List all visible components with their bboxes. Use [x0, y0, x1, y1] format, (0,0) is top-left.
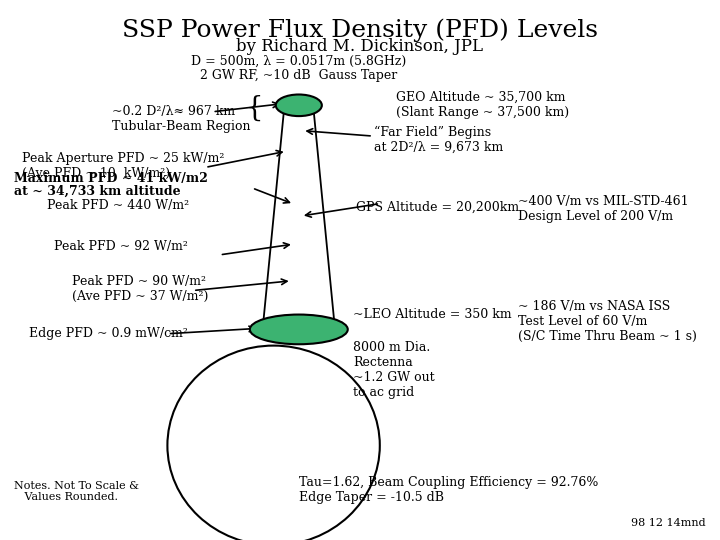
Text: {: {: [246, 94, 263, 122]
Text: Edge PFD ~ 0.9 mW/cm²: Edge PFD ~ 0.9 mW/cm²: [29, 327, 188, 340]
Text: ~LEO Altitude = 350 km: ~LEO Altitude = 350 km: [353, 308, 511, 321]
Text: 8000 m Dia.
Rectenna
~1.2 GW out
to ac grid: 8000 m Dia. Rectenna ~1.2 GW out to ac g…: [353, 341, 434, 399]
Text: Notes. Not To Scale &
   Values Rounded.: Notes. Not To Scale & Values Rounded.: [14, 481, 140, 502]
Text: GPS Altitude = 20,200km: GPS Altitude = 20,200km: [356, 201, 520, 214]
Text: GEO Altitude ~ 35,700 km
(Slant Range ~ 37,500 km): GEO Altitude ~ 35,700 km (Slant Range ~ …: [396, 91, 569, 119]
Text: 98 12 14mnd: 98 12 14mnd: [631, 518, 706, 528]
Text: 2 GW RF, ~10 dB  Gauss Taper: 2 GW RF, ~10 dB Gauss Taper: [200, 69, 397, 82]
Text: Peak PFD ~ 92 W/m²: Peak PFD ~ 92 W/m²: [54, 240, 188, 253]
Text: ~400 V/m vs MIL-STD-461
Design Level of 200 V/m: ~400 V/m vs MIL-STD-461 Design Level of …: [518, 195, 689, 224]
Text: D = 500m, λ = 0.0517m (5.8GHz): D = 500m, λ = 0.0517m (5.8GHz): [192, 55, 406, 68]
Text: ~0.2 D²/λ≈ 967 km
Tubular-Beam Region: ~0.2 D²/λ≈ 967 km Tubular-Beam Region: [112, 105, 250, 133]
Text: at ~ 34,733 km altitude: at ~ 34,733 km altitude: [14, 185, 181, 198]
Ellipse shape: [250, 314, 348, 345]
Text: SSP Power Flux Density (PFD) Levels: SSP Power Flux Density (PFD) Levels: [122, 19, 598, 43]
Text: “Far Field” Begins
at 2D²/λ = 9,673 km: “Far Field” Begins at 2D²/λ = 9,673 km: [374, 125, 504, 153]
Ellipse shape: [276, 94, 322, 116]
Text: Peak PFD ~ 90 W/m²
(Ave PFD ~ 37 W/m²): Peak PFD ~ 90 W/m² (Ave PFD ~ 37 W/m²): [72, 275, 208, 303]
Text: ~ 186 V/m vs NASA ISS
Test Level of 60 V/m
(S/C Time Thru Beam ~ 1 s): ~ 186 V/m vs NASA ISS Test Level of 60 V…: [518, 300, 697, 343]
Text: Peak Aperture PFD ~ 25 kW/m²
(Ave PFD ~ 10  kW/m²): Peak Aperture PFD ~ 25 kW/m² (Ave PFD ~ …: [22, 152, 224, 180]
Text: Peak PFD ~ 440 W/m²: Peak PFD ~ 440 W/m²: [47, 199, 189, 212]
Text: Tau=1.62, Beam Coupling Efficiency = 92.76%
Edge Taper = -10.5 dB: Tau=1.62, Beam Coupling Efficiency = 92.…: [299, 476, 598, 504]
Text: by Richard M. Dickinson, JPL: by Richard M. Dickinson, JPL: [236, 38, 484, 55]
Text: Maximum PFD ~ 41 kW/m2: Maximum PFD ~ 41 kW/m2: [14, 172, 208, 185]
